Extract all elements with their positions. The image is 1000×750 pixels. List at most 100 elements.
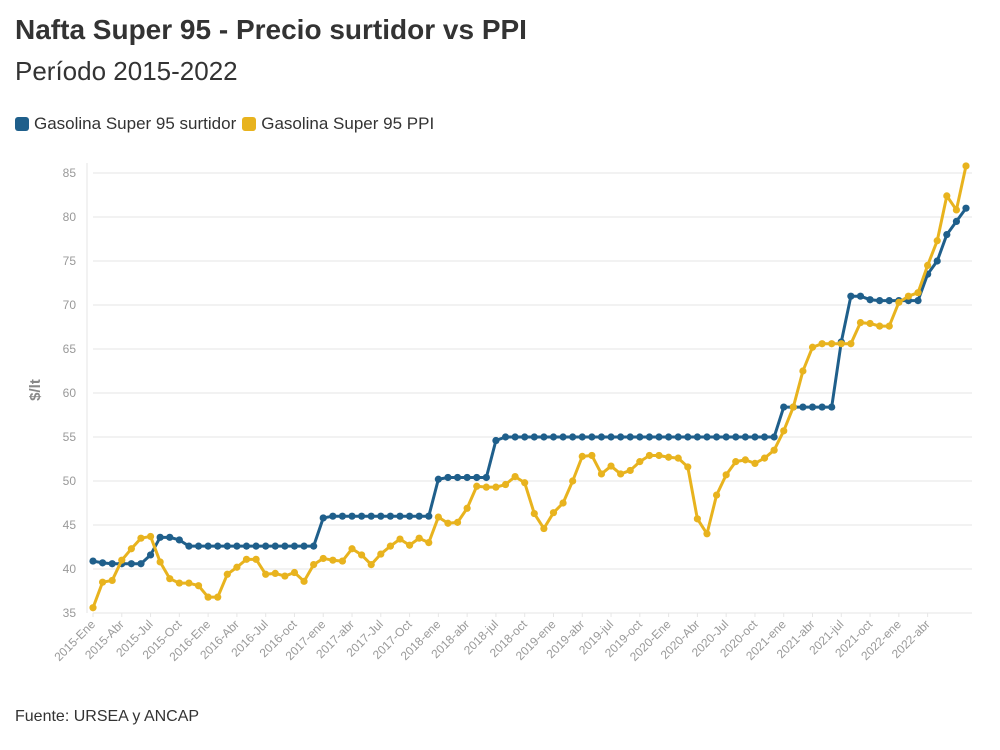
data-point-surtidor: [597, 433, 606, 441]
data-point-surtidor: [617, 433, 625, 441]
data-point-surtidor: [703, 433, 711, 441]
data-point-surtidor: [933, 257, 941, 265]
data-point-ppi: [866, 319, 874, 328]
data-point-ppi: [856, 319, 865, 327]
data-point-ppi: [386, 542, 394, 550]
data-point-ppi: [473, 482, 481, 490]
y-tick-label: 80: [63, 210, 77, 224]
data-point-surtidor: [233, 542, 241, 550]
data-point-surtidor: [588, 433, 596, 441]
data-point-ppi: [540, 524, 548, 533]
data-point-ppi: [760, 454, 769, 462]
data-point-surtidor: [444, 473, 452, 482]
data-point-surtidor: [252, 542, 260, 550]
data-point-ppi: [895, 298, 903, 306]
data-point-ppi: [358, 551, 366, 559]
data-point-surtidor: [338, 512, 347, 520]
data-point-ppi: [789, 403, 797, 411]
data-point-surtidor: [108, 560, 116, 568]
data-point-ppi: [521, 479, 529, 487]
data-point-ppi: [847, 340, 855, 348]
data-point-ppi: [693, 515, 701, 523]
data-point-surtidor: [760, 433, 769, 441]
x-axis-ticks: 2015-Ene2015-Abr2015-Jul2015-Oct2016-Ene…: [51, 613, 933, 664]
data-point-surtidor: [501, 433, 510, 441]
data-point-surtidor: [367, 512, 375, 520]
data-point-ppi: [108, 576, 116, 585]
data-point-surtidor: [396, 512, 404, 520]
data-point-surtidor: [521, 433, 529, 441]
data-point-ppi: [837, 340, 845, 348]
data-point-ppi: [943, 192, 951, 200]
y-axis-label: $/lt: [27, 379, 44, 401]
data-point-ppi: [962, 162, 970, 170]
y-tick-label: 70: [63, 298, 77, 312]
data-point-ppi: [741, 456, 749, 464]
y-tick-label: 35: [63, 606, 77, 620]
data-point-surtidor: [885, 297, 893, 305]
data-point-surtidor: [665, 433, 673, 441]
data-point-surtidor: [914, 297, 922, 305]
series-ppi: [89, 162, 970, 612]
data-point-surtidor: [262, 542, 270, 550]
data-point-surtidor: [386, 512, 394, 520]
data-point-ppi: [319, 554, 327, 563]
data-point-surtidor: [530, 433, 538, 441]
data-point-surtidor: [876, 297, 884, 305]
data-point-surtidor: [693, 433, 701, 441]
data-point-surtidor: [712, 433, 721, 441]
data-point-ppi: [645, 451, 654, 460]
data-point-surtidor: [89, 557, 97, 565]
series-line-surtidor: [92, 207, 968, 566]
data-point-surtidor: [473, 473, 481, 482]
data-point-ppi: [463, 504, 471, 512]
data-point-surtidor: [415, 512, 423, 520]
data-point-ppi: [626, 466, 634, 475]
data-point-surtidor: [684, 433, 692, 441]
data-point-ppi: [780, 427, 788, 435]
y-tick-label: 40: [63, 562, 77, 576]
data-point-ppi: [348, 545, 356, 553]
data-point-surtidor: [175, 536, 183, 544]
data-point-surtidor: [741, 433, 749, 441]
data-point-ppi: [924, 261, 932, 269]
data-point-ppi: [569, 477, 577, 485]
legend-item-ppi[interactable]: Gasolina Super 95 PPI: [242, 114, 434, 134]
data-point-surtidor: [828, 403, 836, 411]
data-point-surtidor: [348, 512, 356, 520]
data-point-ppi: [607, 462, 615, 470]
data-point-ppi: [338, 557, 347, 565]
data-point-ppi: [415, 534, 423, 542]
data-point-ppi: [98, 578, 107, 586]
data-point-surtidor: [310, 542, 318, 550]
y-tick-label: 60: [63, 386, 77, 400]
data-point-ppi: [482, 483, 490, 491]
data-point-surtidor: [319, 514, 327, 522]
y-tick-label: 65: [63, 342, 77, 356]
data-point-ppi: [636, 458, 644, 466]
data-point-surtidor: [300, 542, 308, 550]
data-point-surtidor: [722, 433, 730, 441]
data-point-surtidor: [818, 403, 826, 411]
data-point-surtidor: [674, 433, 682, 441]
data-point-ppi: [549, 509, 558, 517]
data-point-surtidor: [492, 436, 500, 445]
data-point-surtidor: [952, 217, 961, 225]
data-point-ppi: [185, 579, 193, 587]
data-point-surtidor: [242, 542, 251, 550]
legend-swatch-surtidor: [15, 117, 29, 131]
data-point-ppi: [310, 561, 318, 569]
data-point-surtidor: [463, 473, 471, 482]
series-lines: [89, 162, 970, 612]
legend-item-surtidor[interactable]: Gasolina Super 95 surtidor: [15, 114, 236, 134]
data-point-surtidor: [223, 542, 231, 550]
legend-swatch-ppi: [242, 117, 257, 131]
y-tick-label: 75: [63, 254, 77, 268]
data-point-surtidor: [856, 292, 865, 300]
data-point-ppi: [904, 292, 913, 300]
data-point-ppi: [559, 499, 567, 507]
y-tick-label: 85: [63, 166, 77, 180]
data-point-ppi: [453, 518, 462, 526]
data-point-surtidor: [281, 542, 289, 550]
data-point-ppi: [271, 569, 279, 578]
